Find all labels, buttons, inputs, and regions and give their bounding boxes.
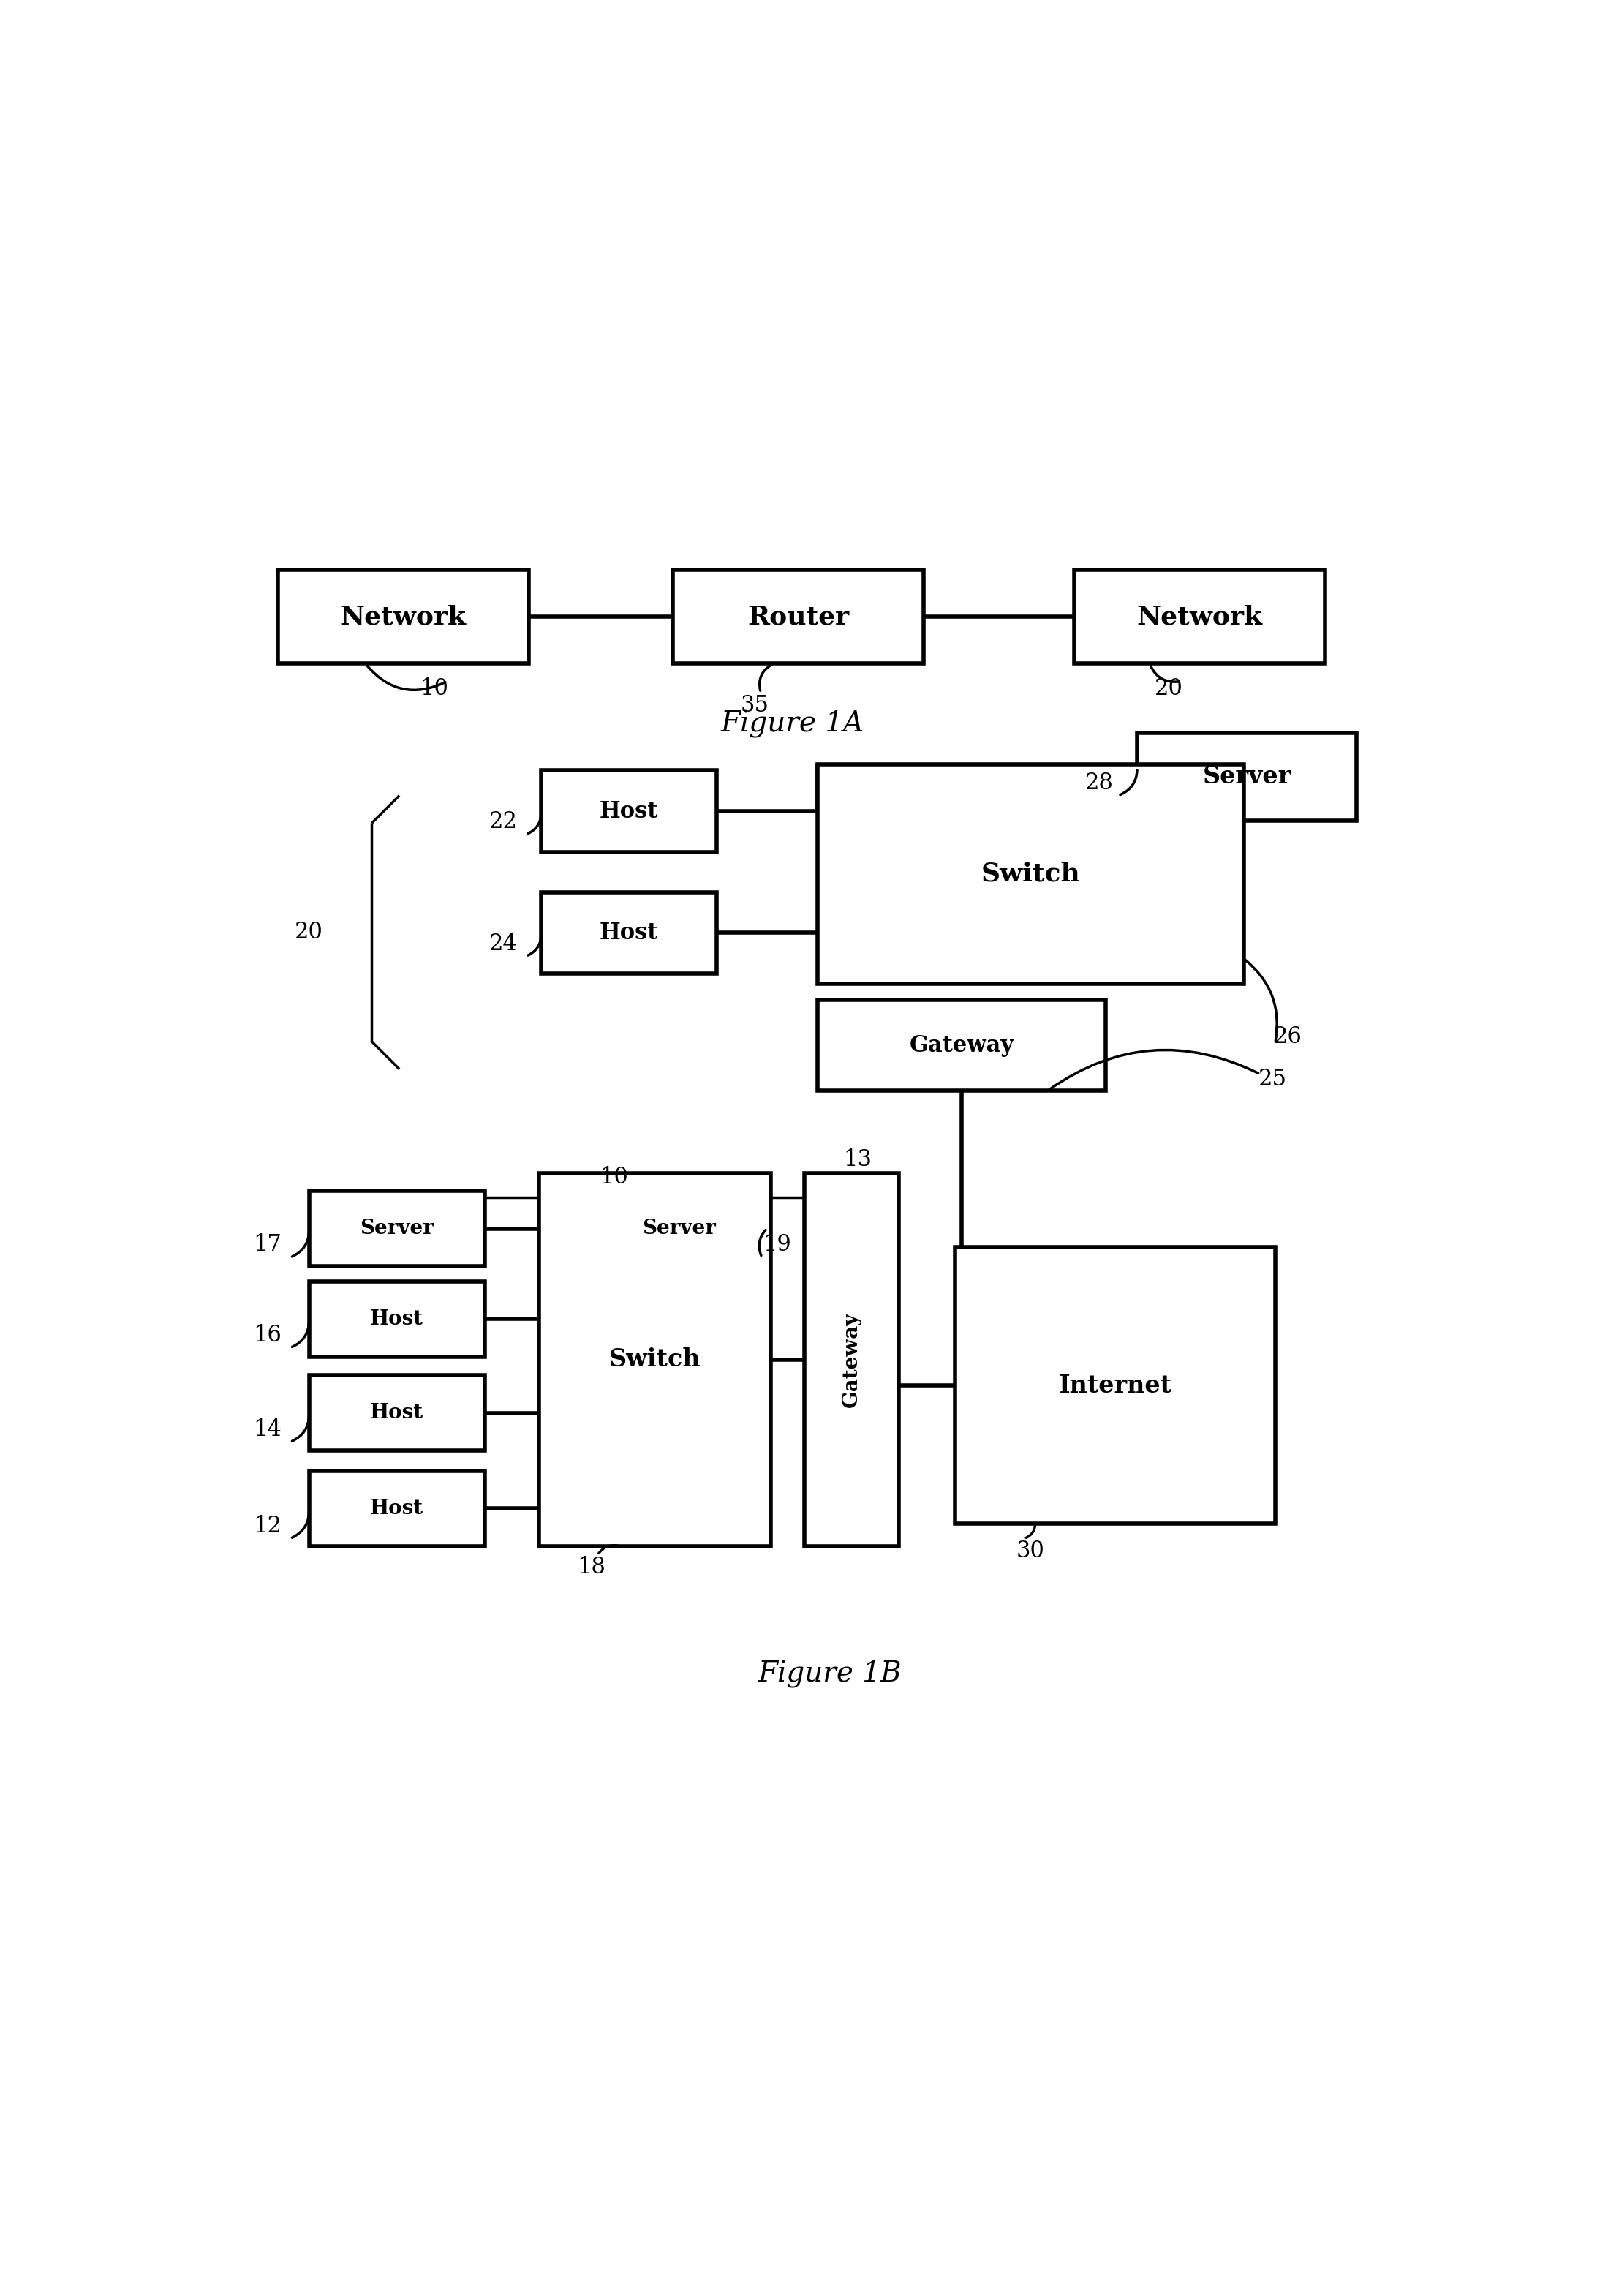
FancyBboxPatch shape [591,1192,767,1265]
Text: 30: 30 [1017,1541,1044,1561]
FancyBboxPatch shape [309,1192,484,1265]
Text: 18: 18 [576,1557,606,1580]
Text: 26: 26 [1274,1024,1302,1047]
Text: 12: 12 [253,1515,282,1538]
FancyBboxPatch shape [541,893,717,974]
FancyBboxPatch shape [309,1281,484,1357]
FancyBboxPatch shape [309,1472,484,1545]
FancyBboxPatch shape [818,1001,1106,1091]
Text: 28: 28 [1085,771,1114,794]
FancyBboxPatch shape [955,1247,1276,1525]
Text: 14: 14 [254,1419,282,1440]
Text: Host: Host [371,1499,424,1518]
FancyBboxPatch shape [1075,569,1326,664]
Text: Host: Host [599,921,659,944]
Text: Internet: Internet [1059,1373,1172,1398]
Text: Network: Network [340,604,466,629]
Text: 22: 22 [489,810,518,833]
FancyBboxPatch shape [309,1375,484,1451]
Text: 35: 35 [740,693,769,716]
Text: Gateway: Gateway [842,1311,861,1407]
Text: Host: Host [371,1403,424,1424]
Text: 17: 17 [254,1233,282,1256]
Text: 16: 16 [254,1325,282,1345]
Text: Figure 1A: Figure 1A [720,709,865,737]
FancyBboxPatch shape [539,1173,771,1545]
Text: 10: 10 [421,677,448,700]
Text: Host: Host [371,1309,424,1329]
FancyBboxPatch shape [805,1173,899,1545]
Text: 25: 25 [1258,1068,1287,1091]
Text: Gateway: Gateway [910,1033,1013,1056]
Text: Network: Network [1137,604,1263,629]
Text: 24: 24 [489,932,518,955]
Text: Server: Server [643,1219,716,1238]
Text: Figure 1B: Figure 1B [758,1660,902,1688]
FancyBboxPatch shape [541,771,717,852]
FancyBboxPatch shape [278,569,528,664]
Text: Server: Server [1203,765,1292,790]
Text: 19: 19 [763,1233,792,1256]
Text: Server: Server [359,1219,434,1238]
Text: Switch: Switch [609,1348,701,1371]
Text: 20: 20 [295,921,324,944]
FancyBboxPatch shape [1137,732,1357,820]
Text: 20: 20 [1154,677,1183,700]
FancyBboxPatch shape [818,765,1243,983]
FancyBboxPatch shape [674,569,924,664]
Text: Host: Host [599,799,659,822]
Text: Router: Router [748,604,850,629]
Text: 13: 13 [843,1148,871,1171]
Text: 10: 10 [599,1166,628,1189]
Text: Switch: Switch [981,861,1080,886]
